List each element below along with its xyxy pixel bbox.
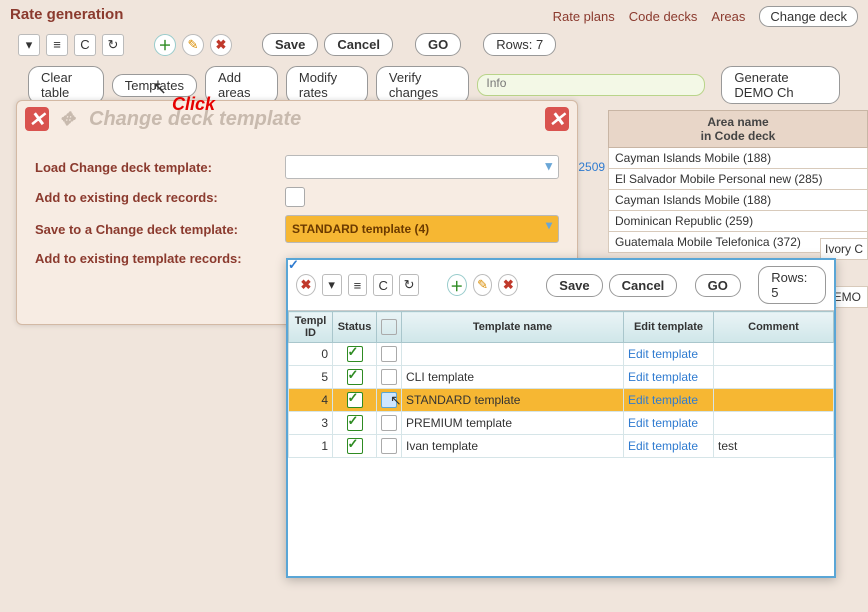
cell-id: 4 <box>289 389 333 412</box>
refresh-ccw-icon[interactable]: C <box>373 274 393 296</box>
info-input[interactable]: Info <box>477 74 705 96</box>
cell-status[interactable] <box>333 412 377 435</box>
edit-icon[interactable]: ✎ <box>182 34 204 56</box>
add-to-template-label: Add to existing template records: <box>35 251 275 266</box>
refresh-ccw-icon[interactable]: C <box>74 34 96 56</box>
cell-name: PREMIUM template <box>402 412 624 435</box>
generate-demo-button[interactable]: Generate DEMO Ch <box>721 66 840 104</box>
add-to-deck-checkbox[interactable] <box>285 187 305 207</box>
close-icon[interactable]: ✕ <box>545 107 569 131</box>
table-row[interactable]: 1 Ivan templateEdit templatetest <box>289 435 834 458</box>
cell-status[interactable] <box>333 389 377 412</box>
area-name-header: Area namein Code deck <box>609 111 868 148</box>
col-status[interactable]: Status <box>333 312 377 343</box>
refresh-cw-icon[interactable]: ↻ <box>399 274 419 296</box>
funnel-icon[interactable]: ▾ <box>18 34 40 56</box>
add-icon[interactable]: ＋ <box>154 34 176 56</box>
add-areas-button[interactable]: Add areas <box>205 66 278 104</box>
cell-name: CLI template <box>402 366 624 389</box>
edit-icon[interactable]: ✎ <box>473 274 493 296</box>
refresh-cw-icon[interactable]: ↻ <box>102 34 124 56</box>
toolbar-row-1: ▾ ≡ C ↻ ＋ ✎ ✖ Save Cancel GO Rows: 7 <box>0 29 868 60</box>
cell-status[interactable] <box>333 435 377 458</box>
cell-select[interactable] <box>377 412 402 435</box>
cell-id: 5 <box>289 366 333 389</box>
go-button[interactable]: GO <box>415 33 461 56</box>
cell-select[interactable] <box>377 389 402 412</box>
top-nav: Rate plans Code decks Areas Change deck <box>553 6 858 27</box>
save-to-template-label: Save to a Change deck template: <box>35 222 275 237</box>
cell-comment <box>714 366 834 389</box>
add-to-deck-label: Add to existing deck records: <box>35 190 275 205</box>
cell-id: 1 <box>289 435 333 458</box>
bg-extra-cell: Ivory C <box>820 238 868 260</box>
col-edit-template[interactable]: Edit template <box>624 312 714 343</box>
cell-name <box>402 343 624 366</box>
cancel-button[interactable]: Cancel <box>609 274 678 297</box>
save-button[interactable]: Save <box>546 274 602 297</box>
close-icon[interactable]: ✕ <box>25 107 49 131</box>
col-comment[interactable]: Comment <box>714 312 834 343</box>
load-template-label: Load Change deck template: <box>35 160 275 175</box>
area-row-cell: El Salvador Mobile Personal new (285) <box>609 169 868 190</box>
cell-status[interactable] <box>333 343 377 366</box>
cell-id: 3 <box>289 412 333 435</box>
cell-select[interactable] <box>377 343 402 366</box>
verify-changes-button[interactable]: Verify changes <box>376 66 469 104</box>
save-button[interactable]: Save <box>262 33 318 56</box>
funnel-icon[interactable]: ▾ <box>322 274 342 296</box>
cell-comment <box>714 343 834 366</box>
cell-comment <box>714 389 834 412</box>
col-templ-id[interactable]: Templ ID <box>289 312 333 343</box>
table-row[interactable]: 5 CLI templateEdit template <box>289 366 834 389</box>
table-row[interactable]: 3 PREMIUM templateEdit template <box>289 412 834 435</box>
cancel-button[interactable]: Cancel <box>324 33 393 56</box>
cell-status[interactable] <box>333 366 377 389</box>
funnel-clear-icon[interactable]: ≡ <box>348 274 368 296</box>
cell-comment: test <box>714 435 834 458</box>
add-icon[interactable]: ＋ <box>447 274 467 296</box>
templates-grid-dialog: ✖ ▾ ≡ C ↻ ＋ ✎ ✖ Save Cancel GO Rows: 5 T… <box>286 258 836 578</box>
rows-indicator: Rows: 5 <box>758 266 826 304</box>
nav-rate-plans[interactable]: Rate plans <box>553 9 615 24</box>
modify-rates-button[interactable]: Modify rates <box>286 66 368 104</box>
col-select-all[interactable] <box>377 312 402 343</box>
cell-id: 0 <box>289 343 333 366</box>
cell-name: STANDARD template <box>402 389 624 412</box>
area-name-table: Area namein Code deck Cayman Islands Mob… <box>608 110 868 253</box>
cell-name: Ivan template <box>402 435 624 458</box>
click-annotation: Click <box>172 94 215 115</box>
funnel-clear-icon[interactable]: ≡ <box>46 34 68 56</box>
cell-comment <box>714 412 834 435</box>
table-row[interactable]: 0 Edit template <box>289 343 834 366</box>
load-template-select[interactable]: ▾ <box>285 155 559 179</box>
close-icon[interactable]: ✖ <box>296 274 316 296</box>
edit-template-link[interactable]: Edit template <box>624 366 714 389</box>
delete-icon[interactable]: ✖ <box>210 34 232 56</box>
templates-table: Templ ID Status Template name Edit templ… <box>288 311 834 458</box>
clear-table-button[interactable]: Clear table <box>28 66 104 104</box>
rows-indicator: Rows: 7 <box>483 33 556 56</box>
nav-change-deck-button[interactable]: Change deck <box>759 6 858 27</box>
edit-template-link[interactable]: Edit template <box>624 389 714 412</box>
move-icon[interactable]: ✥ <box>55 107 79 131</box>
area-row-cell: Dominican Republic (259) <box>609 211 868 232</box>
edit-template-link[interactable]: Edit template <box>624 435 714 458</box>
cell-select[interactable] <box>377 366 402 389</box>
delete-icon[interactable]: ✖ <box>498 274 518 296</box>
cell-select[interactable] <box>377 435 402 458</box>
nav-areas[interactable]: Areas <box>711 9 745 24</box>
nav-code-decks[interactable]: Code decks <box>629 9 698 24</box>
col-template-name[interactable]: Template name <box>402 312 624 343</box>
edit-template-link[interactable]: Edit template <box>624 412 714 435</box>
edit-template-link[interactable]: Edit template <box>624 343 714 366</box>
go-button[interactable]: GO <box>695 274 741 297</box>
templates-toolbar: ✖ ▾ ≡ C ↻ ＋ ✎ ✖ Save Cancel GO Rows: 5 <box>288 260 834 311</box>
table-row[interactable]: 4 STANDARD templateEdit template <box>289 389 834 412</box>
area-row-cell: Cayman Islands Mobile (188) <box>609 190 868 211</box>
area-row-cell: Cayman Islands Mobile (188) <box>609 148 868 169</box>
save-to-template-select[interactable]: STANDARD template (4)▾ <box>285 215 559 243</box>
